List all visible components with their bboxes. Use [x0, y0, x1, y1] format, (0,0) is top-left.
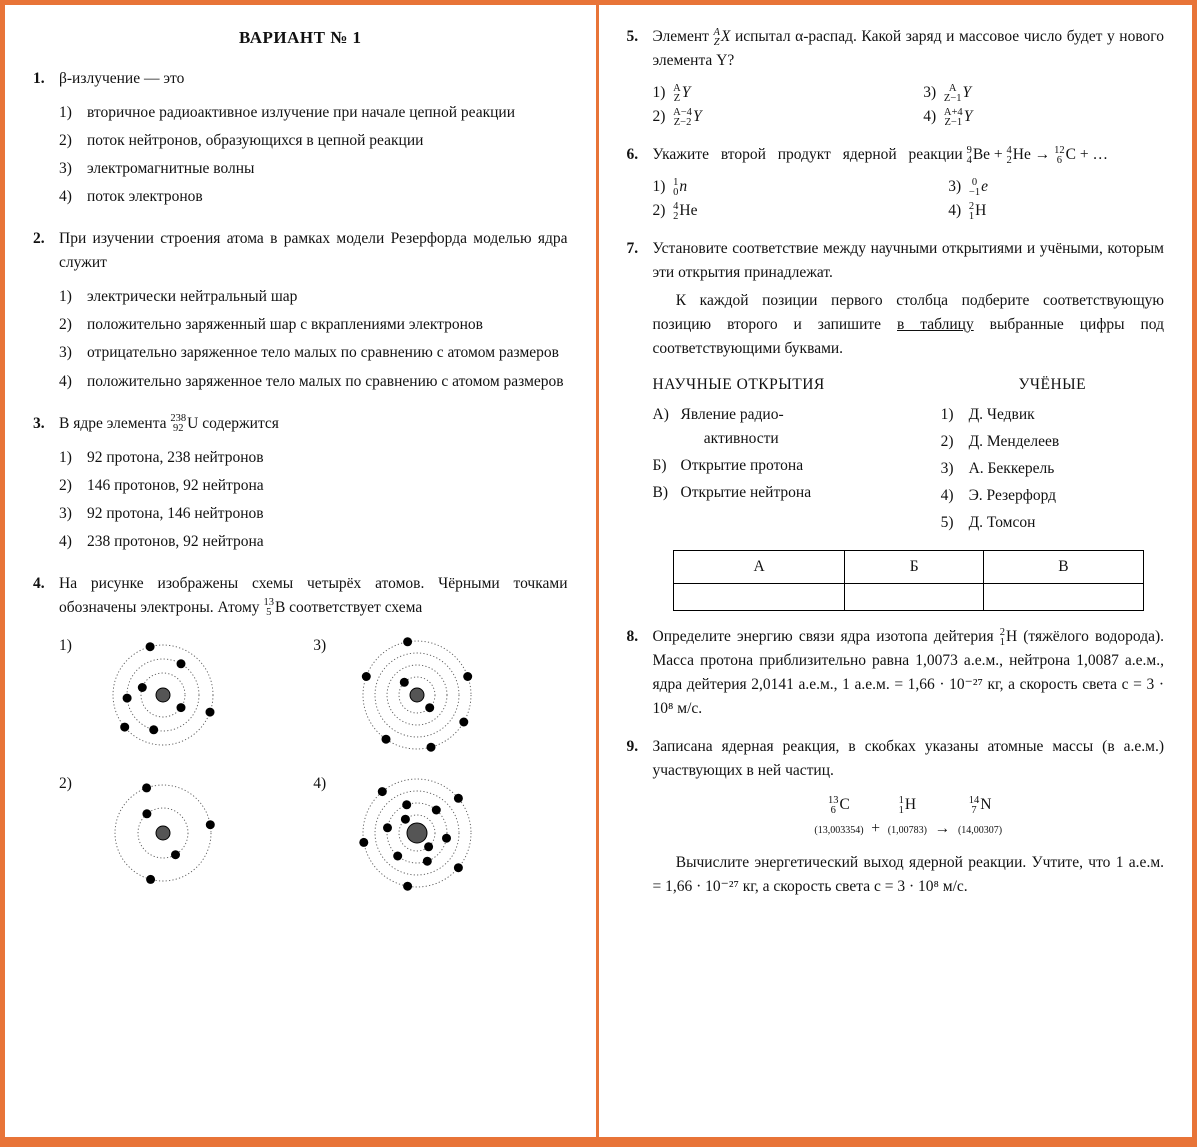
question-9: 9. Записана ядерная реакция, в скобках у…	[627, 735, 1165, 899]
option: 4) A+4Z−1Y	[923, 105, 1164, 129]
question-7: 7. Установите соответствие между научным…	[627, 237, 1165, 611]
isotope: AZ	[713, 28, 719, 48]
option: 4)положительно заряженное тело малых по …	[59, 370, 568, 394]
nuclear-reaction: 136C(13,003354) + 11H(1,00783) → 147N(14…	[653, 793, 1165, 841]
question-text-2: Вычислите энергетический выход ядерной р…	[653, 851, 1165, 899]
question-number: 5.	[627, 25, 653, 129]
question-number: 6.	[627, 143, 653, 223]
option: 2)положительно заряженный шар с вкраплен…	[59, 313, 568, 337]
options: 1) 10n 3) 0−1e 2) 42He 4) 21H	[653, 175, 1165, 223]
question-text: При изучении строения атома в рамках мод…	[59, 227, 568, 275]
option: 3)отрицательно заряженное тело малых по …	[59, 341, 568, 365]
question-body: Элемент AZX испытал α-распад. Какой заря…	[653, 25, 1165, 129]
question-text-2: К каждой позиции первого столбца подбери…	[653, 289, 1165, 361]
question-text: Записана ядерная реакция, в скобках указ…	[653, 735, 1165, 783]
question-text: Установите соответствие между научными о…	[653, 237, 1165, 285]
question-number: 7.	[627, 237, 653, 611]
option: 3)электромагнитные волны	[59, 157, 568, 181]
atom-4: 4)	[313, 768, 567, 898]
match-right: УЧЁНЫЕ 1)Д. Чедвик 2)Д. Менделеев 3)А. Б…	[941, 373, 1164, 538]
atom-diagram-icon	[83, 630, 243, 760]
list-item: 1)Д. Чедвик	[941, 403, 1164, 427]
option: 2)поток нейтронов, образующихся в цепной…	[59, 129, 568, 153]
option: 3)92 протона, 146 нейтронов	[59, 502, 568, 526]
question-2: 2. При изучении строения атома в рамках …	[33, 227, 568, 397]
question-number: 4.	[33, 572, 59, 898]
atom-1: 1)	[59, 630, 313, 760]
list-item: 4)Э. Резерфорд	[941, 484, 1164, 508]
options: 1)вторичное радиоактивное излучение при …	[59, 101, 568, 209]
option: 1)электрически нейтральный шар	[59, 285, 568, 309]
option: 1)92 протона, 238 нейтронов	[59, 446, 568, 470]
question-body: Установите соответствие между научными о…	[653, 237, 1165, 611]
question-1: 1. β-излучение — это 1)вторичное радиоак…	[33, 67, 568, 213]
question-body: В ядре элемента 23892U содержится 1)92 п…	[59, 412, 568, 558]
left-column: ВАРИАНТ № 1 1. β-излучение — это 1)втори…	[5, 5, 599, 1137]
list-item: 3)А. Беккерель	[941, 457, 1164, 481]
question-3: 3. В ядре элемента 23892U содержится 1)9…	[33, 412, 568, 558]
question-text: На рисунке изображены схемы четырёх атом…	[59, 572, 568, 620]
isotope: 21	[1000, 628, 1005, 648]
list-item: 5)Д. Томсон	[941, 511, 1164, 535]
list-item: А)Явление радио- активности	[653, 403, 921, 451]
answer-cell[interactable]	[845, 584, 984, 611]
options: 1) AZY 3) AZ−1Y 2) A−4Z−2Y 4) A+4Z−1Y	[653, 81, 1165, 129]
question-number: 3.	[33, 412, 59, 558]
question-number: 1.	[33, 67, 59, 213]
question-number: 8.	[627, 625, 653, 721]
question-body: β-излучение — это 1)вторичное радиоактив…	[59, 67, 568, 213]
page-title: ВАРИАНТ № 1	[33, 25, 568, 51]
atom-3: 3)	[313, 630, 567, 760]
option: 4)поток электронов	[59, 185, 568, 209]
option: 1)вторичное радиоактивное излучение при …	[59, 101, 568, 125]
option: 2) 42He	[653, 199, 869, 223]
reaction: 94Be + 42He → 126C + …	[967, 146, 1108, 163]
atom-diagram-icon	[337, 630, 497, 760]
document: ВАРИАНТ № 1 1. β-излучение — это 1)втори…	[5, 5, 1192, 1137]
question-text: Элемент AZX испытал α-распад. Какой заря…	[653, 25, 1165, 73]
isotope: 135	[263, 598, 274, 618]
atom-diagram-icon	[83, 768, 243, 898]
question-4: 4. На рисунке изображены схемы четырёх а…	[33, 572, 568, 898]
question-number: 9.	[627, 735, 653, 899]
question-text: Укажите второй продукт ядерной реакции 9…	[653, 143, 1165, 167]
question-body: Укажите второй продукт ядерной реакции 9…	[653, 143, 1165, 223]
right-column: 5. Элемент AZX испытал α-распад. Какой з…	[599, 5, 1193, 1137]
option: 4) 21H	[948, 199, 1164, 223]
match-left: НАУЧНЫЕ ОТКРЫТИЯ А)Явление радио- активн…	[653, 373, 921, 538]
matching-columns: НАУЧНЫЕ ОТКРЫТИЯ А)Явление радио- активн…	[653, 373, 1165, 538]
question-5: 5. Элемент AZX испытал α-распад. Какой з…	[627, 25, 1165, 129]
question-text: Определите энергию связи ядра изотопа де…	[653, 625, 1165, 721]
list-item: Б)Открытие протона	[653, 454, 921, 478]
question-6: 6. Укажите второй продукт ядерной реакци…	[627, 143, 1165, 223]
question-number: 2.	[33, 227, 59, 397]
options: 1)92 протона, 238 нейтронов 2)146 протон…	[59, 446, 568, 554]
isotope: 23892	[170, 414, 186, 434]
list-item: 2)Д. Менделеев	[941, 430, 1164, 454]
option: 1) 10n	[653, 175, 869, 199]
option: 2) A−4Z−2Y	[653, 105, 894, 129]
question-body: При изучении строения атома в рамках мод…	[59, 227, 568, 397]
atom-diagrams: 1) 3) 2) 4)	[59, 630, 568, 898]
question-text: В ядре элемента 23892U содержится	[59, 412, 568, 436]
answer-table: АБВ	[673, 550, 1144, 611]
list-item: В)Открытие нейтрона	[653, 481, 921, 505]
option: 3) AZ−1Y	[923, 81, 1164, 105]
question-body: На рисунке изображены схемы четырёх атом…	[59, 572, 568, 898]
question-text: β-излучение — это	[59, 67, 568, 91]
atom-diagram-icon	[337, 768, 497, 898]
atom-2: 2)	[59, 768, 313, 898]
option: 3) 0−1e	[948, 175, 1164, 199]
option: 4)238 протонов, 92 нейтрона	[59, 530, 568, 554]
question-body: Записана ядерная реакция, в скобках указ…	[653, 735, 1165, 899]
options: 1)электрически нейтральный шар 2)положит…	[59, 285, 568, 393]
option: 2)146 протонов, 92 нейтрона	[59, 474, 568, 498]
answer-cell[interactable]	[673, 584, 844, 611]
option: 1) AZY	[653, 81, 894, 105]
answer-cell[interactable]	[984, 584, 1143, 611]
question-body: Определите энергию связи ядра изотопа де…	[653, 625, 1165, 721]
question-8: 8. Определите энергию связи ядра изотопа…	[627, 625, 1165, 721]
